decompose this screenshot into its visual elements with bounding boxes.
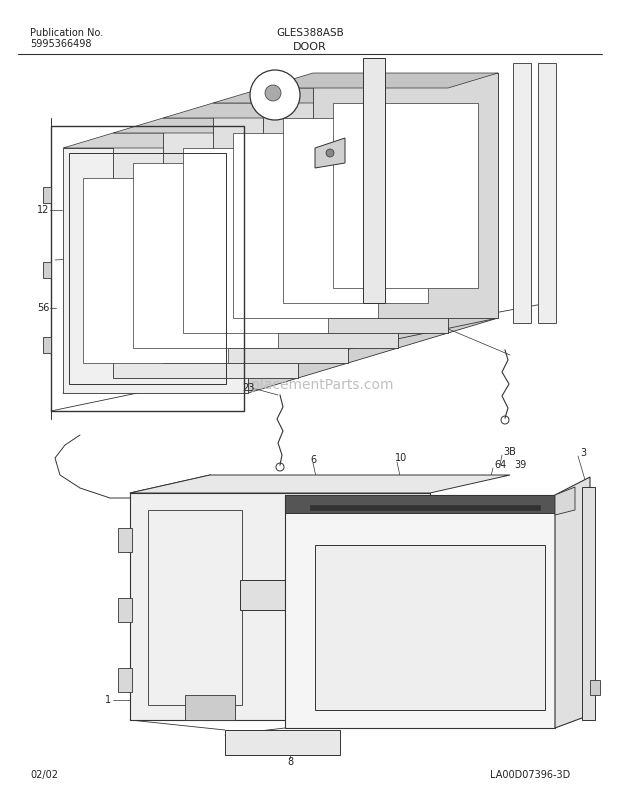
Text: 1A: 1A [115,250,128,260]
Polygon shape [63,148,248,393]
Polygon shape [555,487,575,515]
Text: 4: 4 [548,565,554,575]
Text: 23: 23 [430,313,443,323]
Polygon shape [263,73,498,88]
Polygon shape [333,103,478,288]
Polygon shape [285,495,555,728]
Text: 10: 10 [395,453,407,463]
Polygon shape [285,495,555,513]
Polygon shape [248,73,498,393]
Polygon shape [43,337,51,353]
Polygon shape [130,475,510,493]
Text: 7: 7 [385,203,391,213]
Polygon shape [118,528,132,552]
Polygon shape [240,580,425,610]
Text: DOOR: DOOR [293,42,327,52]
Text: 1A: 1A [357,158,370,168]
Text: 17: 17 [390,273,402,283]
Text: Publication No.: Publication No. [30,28,104,38]
Text: 3B: 3B [503,447,516,457]
Polygon shape [213,103,398,348]
Text: 12: 12 [37,205,50,215]
Polygon shape [118,598,132,622]
Text: 23: 23 [242,383,254,393]
Text: 3: 3 [580,448,586,458]
Polygon shape [130,493,430,720]
Polygon shape [43,262,51,278]
Polygon shape [163,103,398,118]
Polygon shape [63,133,298,148]
Text: 2: 2 [205,193,211,203]
Polygon shape [133,163,278,348]
Circle shape [326,149,334,157]
Polygon shape [315,138,345,168]
Polygon shape [163,118,348,363]
Polygon shape [315,545,545,710]
Text: 56: 56 [305,88,317,98]
Polygon shape [590,680,600,695]
Text: 10: 10 [258,560,270,570]
Text: 56: 56 [357,147,370,157]
Text: 6: 6 [310,455,316,465]
Polygon shape [213,88,448,103]
Polygon shape [582,487,595,720]
Polygon shape [183,148,328,333]
Polygon shape [363,58,385,303]
Polygon shape [233,133,378,318]
Polygon shape [513,63,531,323]
Text: LA00D07396-3D: LA00D07396-3D [490,770,570,780]
Text: 3A: 3A [228,733,241,743]
Text: eReplacementParts.com: eReplacementParts.com [226,378,394,392]
Text: 02/02: 02/02 [30,770,58,780]
Polygon shape [313,73,498,318]
Text: 31: 31 [228,213,241,223]
Text: 9: 9 [185,210,191,220]
Polygon shape [118,668,132,692]
Text: 1: 1 [105,695,111,705]
Polygon shape [83,178,228,363]
Polygon shape [283,118,428,303]
Polygon shape [185,695,235,720]
Text: 5995366498: 5995366498 [30,39,92,49]
Polygon shape [263,88,448,333]
Circle shape [265,85,281,101]
Polygon shape [113,133,298,378]
Text: 8: 8 [287,757,293,767]
Polygon shape [113,118,348,133]
Text: 16: 16 [408,293,420,303]
Text: 56: 56 [37,303,50,313]
Text: GLES388ASB: GLES388ASB [276,28,344,38]
Polygon shape [538,63,556,323]
Text: 39: 39 [514,460,526,470]
Polygon shape [43,187,51,203]
Text: 16: 16 [365,243,377,253]
Polygon shape [310,505,540,510]
Polygon shape [225,730,340,755]
Text: 18: 18 [275,213,287,223]
Circle shape [250,70,300,120]
Text: 64: 64 [494,460,507,470]
Polygon shape [555,477,590,728]
